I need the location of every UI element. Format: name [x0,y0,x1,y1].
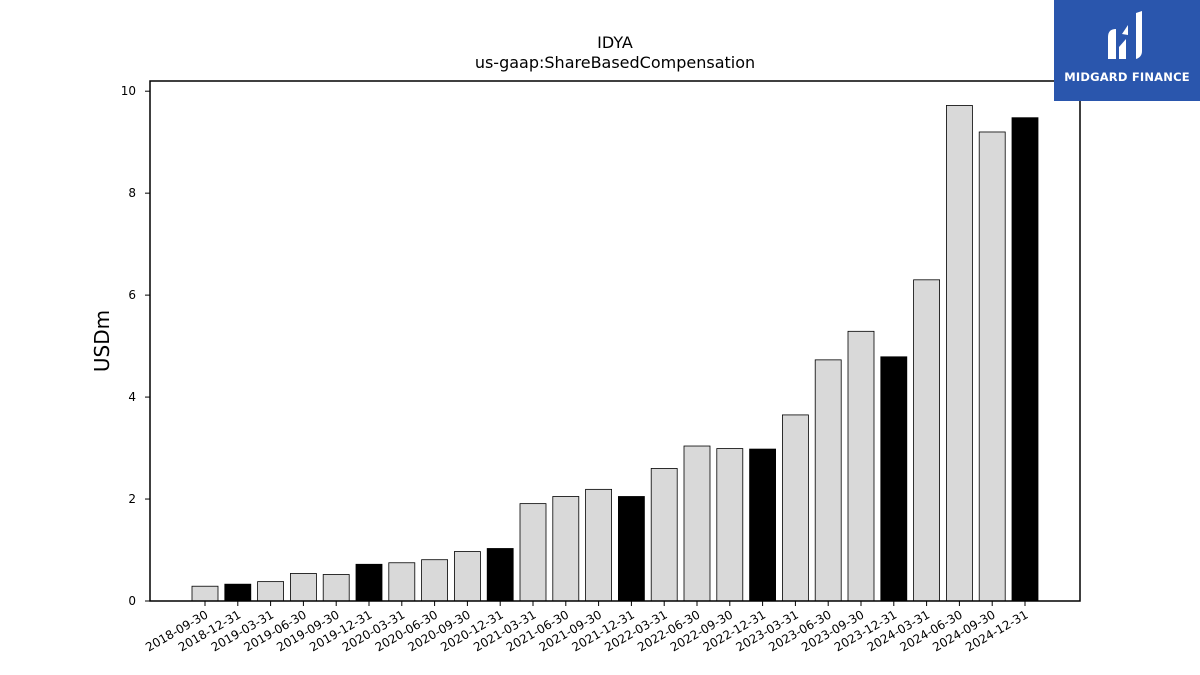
bar-2024-09-30 [978,131,1006,602]
bar-2023-12-31 [880,356,908,602]
bar-2020-12-31 [486,548,514,602]
y-tick-label: 8 [128,186,136,200]
logo-text: MIDGARD FINANCE [1064,70,1190,84]
bar-2021-06-30 [552,496,580,602]
bar-2024-12-31 [1011,117,1039,602]
bar-2022-06-30 [683,445,711,602]
y-axis-label: USDm [90,310,114,372]
chart-title: IDYA [597,33,633,52]
y-tick-label: 6 [128,288,136,302]
bar-2021-03-31 [519,503,547,602]
bar-2024-03-31 [913,279,940,602]
bar-2018-12-31 [224,583,252,602]
y-axis-ticks: 0 2 4 6 8 10 [121,84,150,608]
plot-area-frame [149,80,1081,602]
bar-2024-06-30 [946,105,973,602]
logo-mark-icon [1108,11,1142,59]
bar-2020-09-30 [453,551,481,602]
bar-2019-03-31 [257,581,285,602]
bar-2023-09-30 [847,330,875,602]
y-tick-label: 4 [128,390,136,404]
bar-2020-06-30 [421,559,449,602]
x-axis-ticks: 2018-09-302018-12-312019-03-312019-06-30… [143,601,1031,654]
bar-2022-12-31 [749,448,776,602]
chart-subtitle: us-gaap:ShareBasedCompensation [475,53,755,72]
y-tick-label: 0 [128,594,136,608]
bar-2021-12-31 [618,496,645,602]
bar-2022-03-31 [650,468,678,602]
bar-2019-12-31 [355,563,383,602]
bar-2022-09-30 [716,448,744,602]
bar-2021-09-30 [585,488,612,602]
bar-2019-06-30 [289,573,317,602]
bar-2018-09-30 [191,585,219,602]
bar-2020-03-31 [388,562,416,602]
midgard-finance-logo: MIDGARD FINANCE [1054,0,1200,101]
bars-group [191,105,1039,602]
y-tick-label: 10 [121,84,136,98]
bar-2019-09-30 [322,574,350,602]
bar-2023-06-30 [814,359,842,602]
bar-2023-03-31 [782,414,809,602]
y-tick-label: 2 [128,492,136,506]
